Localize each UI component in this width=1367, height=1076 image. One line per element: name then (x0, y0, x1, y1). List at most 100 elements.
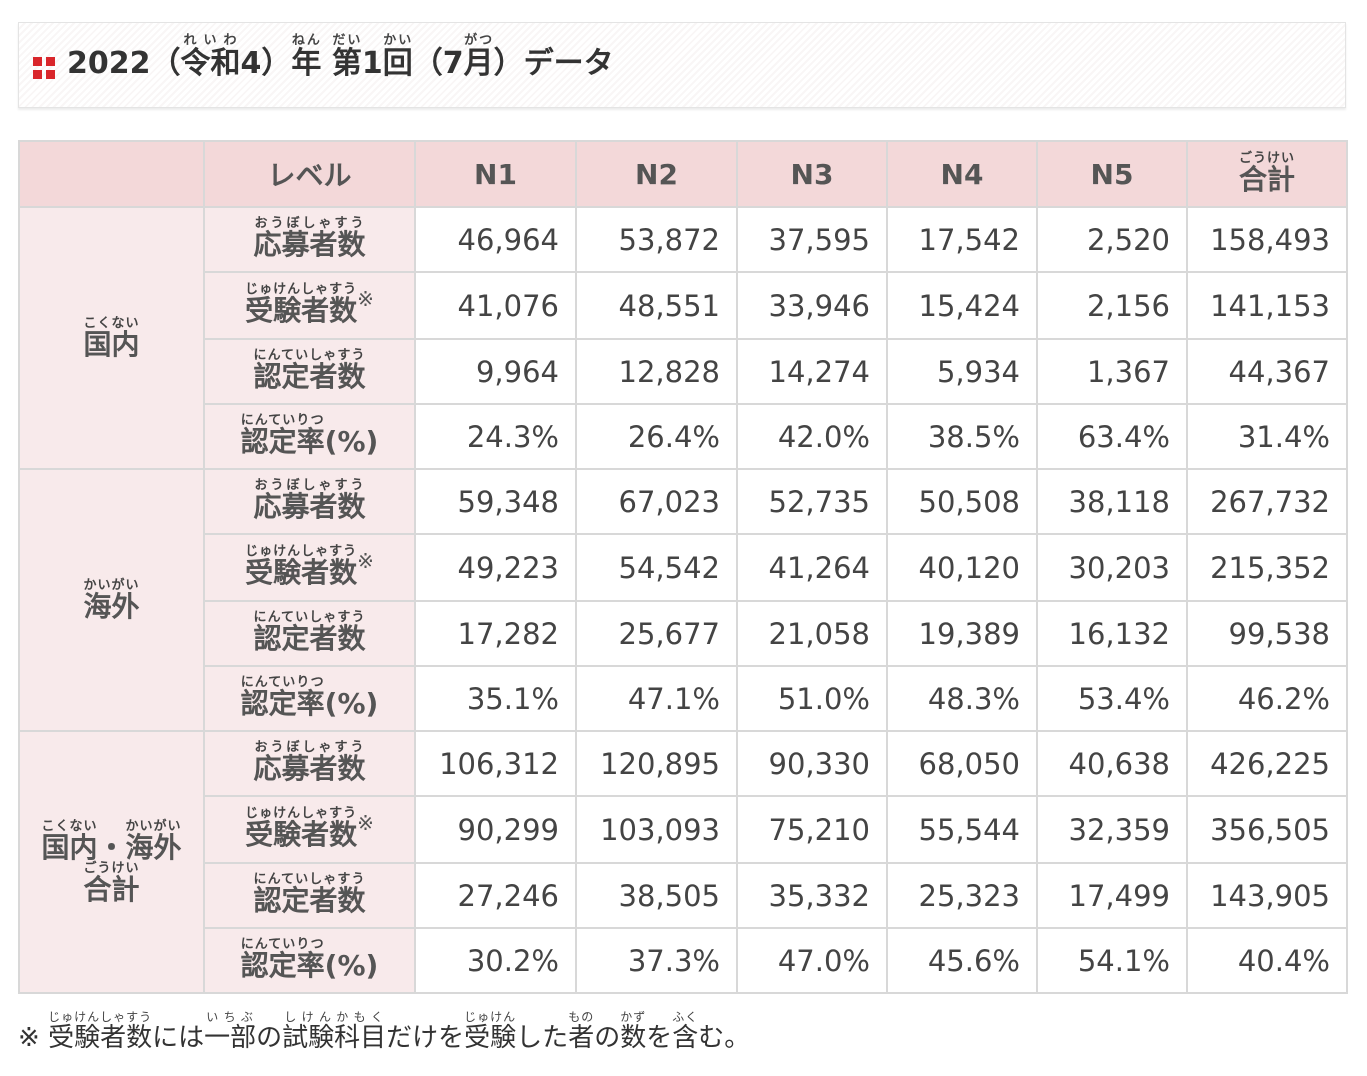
cell-total-applicants: 426,225 (1186, 730, 1348, 797)
cell-n1-examinees: 41,076 (414, 271, 577, 340)
cell-n5-applicants: 40,638 (1036, 730, 1188, 797)
cell-n5-examinees: 32,359 (1036, 795, 1188, 864)
cell-n3-certified: 35,332 (736, 862, 888, 929)
metric-label-applicants: 応募者数おうぼしゃすう (203, 730, 416, 797)
table-row: 受験者数じゅけんしゃすう ※ 90,299 103,093 75,210 55,544 32… (19, 795, 1348, 864)
cell-total-certified: 44,367 (1186, 338, 1348, 405)
cell-n3-applicants: 52,735 (736, 468, 888, 535)
cell-n2-certified: 38,505 (575, 862, 738, 929)
cell-total-rate: 40.4% (1186, 927, 1348, 994)
cell-n1-applicants: 46,964 (414, 206, 577, 273)
cell-n3-certified: 14,274 (736, 338, 888, 405)
cell-n4-examinees: 55,544 (886, 795, 1038, 864)
page-title-box: 2022（令和れいわ4）年ねん 第だい1回かい（7月がつ）データ (18, 22, 1346, 108)
metric-label-rate: 認定率にんていりつ(%) (203, 665, 416, 732)
table-row: 認定者数にんていしゃすう 17,282 25,677 21,058 19,389 16,1… (19, 600, 1348, 667)
cell-total-applicants: 267,732 (1186, 468, 1348, 535)
cell-n2-rate: 47.1% (575, 665, 738, 732)
metric-label-certified: 認定者数にんていしゃすう (203, 338, 416, 405)
page-title: 2022（令和れいわ4）年ねん 第だい1回かい（7月がつ）データ (67, 33, 614, 81)
cell-n3-examinees: 41,264 (736, 533, 888, 602)
cell-total-rate: 31.4% (1186, 403, 1348, 470)
cell-n1-applicants: 106,312 (414, 730, 577, 797)
metric-label-rate: 認定率にんていりつ(%) (203, 927, 416, 994)
cell-n2-applicants: 120,895 (575, 730, 738, 797)
cell-total-certified: 143,905 (1186, 862, 1348, 929)
table-row: 受験者数じゅけんしゃすう ※ 49,223 54,542 41,264 40,120 30,… (19, 533, 1348, 602)
header-n3: N3 (736, 140, 888, 208)
table-row: 認定者数にんていしゃすう 9,964 12,828 14,274 5,934 1,367 4… (19, 338, 1348, 405)
cell-n4-rate: 45.6% (886, 927, 1038, 994)
cell-n2-rate: 26.4% (575, 403, 738, 470)
table-row: 国内こくない 応募者数おうぼしゃすう 46,964 53,872 37,595 17,54… (18, 206, 1348, 470)
cell-n1-rate: 30.2% (414, 927, 577, 994)
region-overseas: 海外かいがい (18, 468, 205, 732)
cell-n5-rate: 53.4% (1036, 665, 1188, 732)
cell-n2-applicants: 53,872 (575, 206, 738, 273)
cell-n3-rate: 51.0% (736, 665, 888, 732)
cell-n4-certified: 5,934 (886, 338, 1038, 405)
table-header-row: レベル N1 N2 N3 N4 N5 合計ごうけい (18, 140, 1348, 208)
cell-n5-examinees: 2,156 (1036, 271, 1188, 340)
table-row: 受験者数じゅけんしゃすう ※ 41,076 48,551 33,946 15,424 2,1… (19, 271, 1348, 340)
header-level: レベル (203, 140, 416, 208)
cell-n5-rate: 63.4% (1036, 403, 1188, 470)
metric-label-examinees: 受験者数じゅけんしゃすう ※ (203, 271, 416, 340)
metric-label-examinees: 受験者数じゅけんしゃすう ※ (203, 795, 416, 864)
cell-n3-applicants: 37,595 (736, 206, 888, 273)
cell-total-rate: 46.2% (1186, 665, 1348, 732)
cell-n4-applicants: 68,050 (886, 730, 1038, 797)
jlpt-results-table: レベル N1 N2 N3 N4 N5 合計ごうけい 国内こくない 応募者数おうぼし… (18, 140, 1348, 994)
cell-n1-applicants: 59,348 (414, 468, 577, 535)
cell-n1-examinees: 90,299 (414, 795, 577, 864)
cell-n1-rate: 35.1% (414, 665, 577, 732)
metric-label-certified: 認定者数にんていしゃすう (203, 600, 416, 667)
cell-n5-applicants: 2,520 (1036, 206, 1188, 273)
region-combined-total: 国内こくない・海外かいがい 合計ごうけい (18, 730, 205, 994)
cell-n4-applicants: 50,508 (886, 468, 1038, 535)
header-n4: N4 (886, 140, 1038, 208)
table-row: 国内こくない・海外かいがい 合計ごうけい 応募者数おうぼしゃすう 106,312 120… (18, 730, 1348, 994)
table-row: 認定者数にんていしゃすう 27,246 38,505 35,332 25,323 17,4… (19, 862, 1348, 929)
metric-label-certified: 認定者数にんていしゃすう (203, 862, 416, 929)
cell-total-examinees: 141,153 (1186, 271, 1348, 340)
cell-n2-examinees: 54,542 (575, 533, 738, 602)
cell-n1-rate: 24.3% (414, 403, 577, 470)
cell-n2-applicants: 67,023 (575, 468, 738, 535)
cell-total-applicants: 158,493 (1186, 206, 1348, 273)
cell-n3-rate: 47.0% (736, 927, 888, 994)
cell-n5-applicants: 38,118 (1036, 468, 1188, 535)
cell-n1-certified: 27,246 (414, 862, 577, 929)
cell-n4-applicants: 17,542 (886, 206, 1038, 273)
cell-n2-rate: 37.3% (575, 927, 738, 994)
cell-n3-certified: 21,058 (736, 600, 888, 667)
region-domestic: 国内こくない (18, 206, 205, 470)
cell-n2-examinees: 48,551 (575, 271, 738, 340)
cell-n4-rate: 38.5% (886, 403, 1038, 470)
cell-n4-rate: 48.3% (886, 665, 1038, 732)
header-n2: N2 (575, 140, 738, 208)
grid-bullet-icon (33, 57, 56, 81)
cell-n3-examinees: 33,946 (736, 271, 888, 340)
cell-n3-examinees: 75,210 (736, 795, 888, 864)
cell-n5-rate: 54.1% (1036, 927, 1188, 994)
cell-n2-certified: 25,677 (575, 600, 738, 667)
metric-label-rate: 認定率にんていりつ(%) (203, 403, 416, 470)
table-row: 認定率にんていりつ(%) 35.1% 47.1% 51.0% 48.3% 53.4% 46.… (19, 665, 1348, 732)
cell-n5-certified: 17,499 (1036, 862, 1188, 929)
metric-label-applicants: 応募者数おうぼしゃすう (203, 468, 416, 535)
cell-n3-rate: 42.0% (736, 403, 888, 470)
cell-n4-examinees: 15,424 (886, 271, 1038, 340)
cell-n5-certified: 1,367 (1036, 338, 1188, 405)
table-row: 認定率にんていりつ(%) 30.2% 37.3% 47.0% 45.6% 54.1% 40.… (19, 927, 1348, 994)
header-n5: N5 (1036, 140, 1188, 208)
cell-n4-certified: 25,323 (886, 862, 1038, 929)
cell-n1-certified: 17,282 (414, 600, 577, 667)
cell-n2-certified: 12,828 (575, 338, 738, 405)
cell-n1-examinees: 49,223 (414, 533, 577, 602)
cell-n5-examinees: 30,203 (1036, 533, 1188, 602)
footnote: ※ 受験者数じゅけんしゃすうには一部いちぶの試験科目しけんかもくだけを受験じゅけ… (18, 1010, 751, 1053)
cell-n4-examinees: 40,120 (886, 533, 1038, 602)
metric-label-examinees: 受験者数じゅけんしゃすう ※ (203, 533, 416, 602)
table-row: 海外かいがい 応募者数おうぼしゃすう 59,348 67,023 52,735 50,50… (18, 468, 1348, 732)
